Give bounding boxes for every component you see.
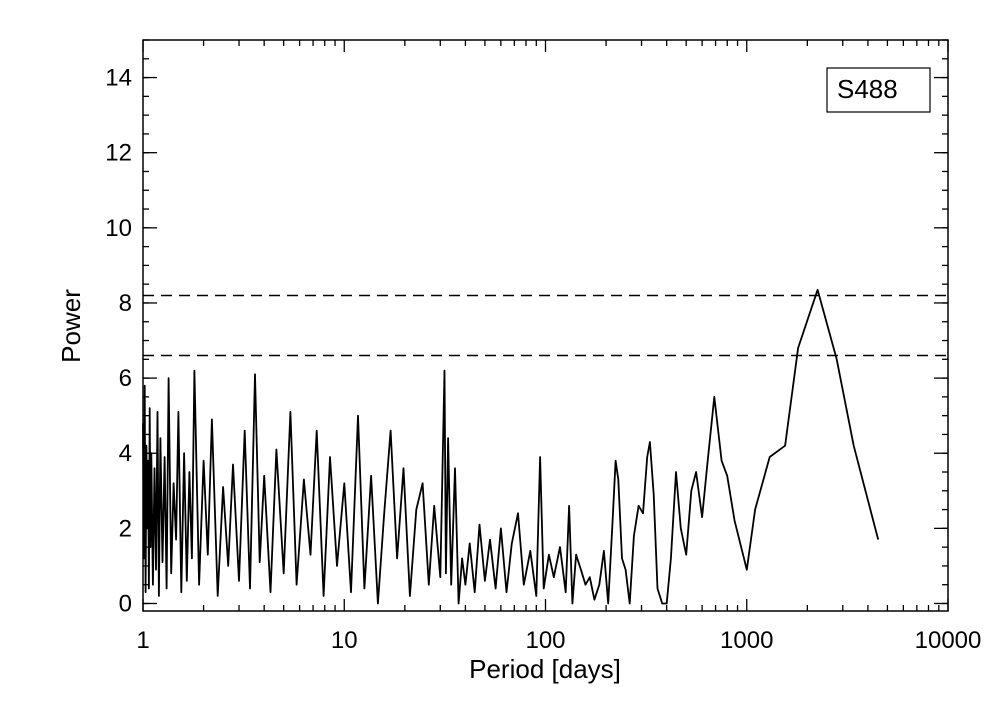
plot-frame (142, 39, 949, 612)
y-tick-label: 0 (119, 590, 132, 617)
y-tick-label: 4 (119, 440, 132, 467)
x-tick-label: 1000 (720, 627, 773, 654)
x-tick-label: 100 (525, 627, 565, 654)
legend-label: S488 (837, 74, 898, 104)
y-tick-label: 8 (119, 290, 132, 317)
y-axis-label: Power (56, 289, 86, 363)
legend-frame (826, 67, 931, 113)
x-tick-label: 1 (136, 627, 149, 654)
y-tick-label: 12 (105, 140, 132, 167)
x-axis-label: Period [days] (469, 654, 621, 684)
y-tick-label: 2 (119, 515, 132, 542)
series-line (142, 288, 880, 605)
legend-box: S488 (826, 67, 931, 113)
reference-lines (143, 294, 948, 357)
y-tick-label: 6 (119, 365, 132, 392)
x-tick-label: 10 (331, 627, 358, 654)
y-tick-label: 14 (105, 65, 132, 92)
y-tick-label: 10 (105, 215, 132, 242)
tick-labels: 1 10 100 1000 10000 0 2 4 6 8 10 12 14 (105, 65, 981, 654)
x-tick-label: 10000 (915, 627, 982, 654)
